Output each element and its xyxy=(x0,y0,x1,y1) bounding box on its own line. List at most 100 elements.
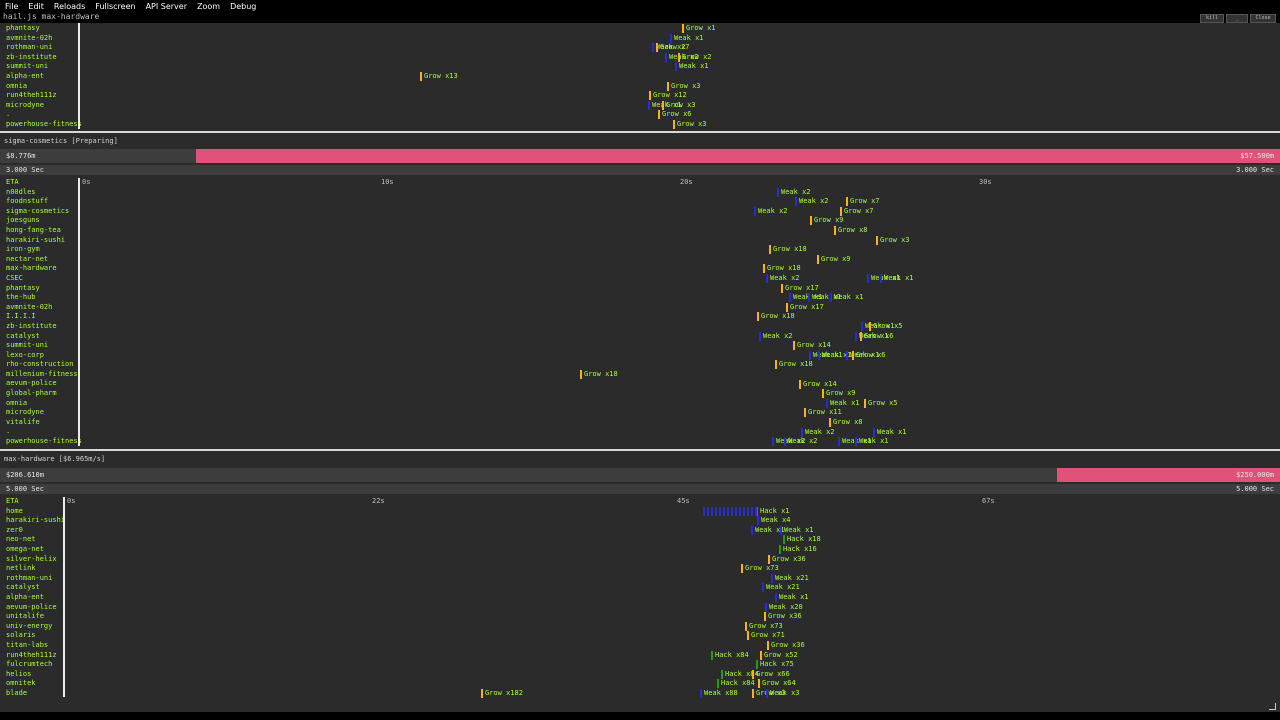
axis-line xyxy=(78,178,80,446)
grow-marker xyxy=(758,679,760,689)
host-label: n00dles xyxy=(6,187,36,196)
job-label: Weak x2 xyxy=(669,52,699,61)
job-label: Grow x6 xyxy=(662,110,692,119)
hack-marker xyxy=(711,650,713,660)
security-current: 5.000 Sec xyxy=(6,485,44,493)
time-tick: 45s xyxy=(677,497,690,505)
job-label: Weak x1 xyxy=(859,331,889,340)
job-label: Grow x66 xyxy=(756,669,790,678)
weak-marker xyxy=(700,689,702,698)
weak-marker xyxy=(715,506,717,516)
grow-marker xyxy=(822,389,824,399)
time-tick: 22s xyxy=(372,497,385,505)
host-label: harakiri-sushi xyxy=(6,235,66,244)
grow-marker xyxy=(764,612,766,622)
money-bar: $8.776m $57.500m xyxy=(0,149,1280,163)
host-label: neo-net xyxy=(6,535,36,544)
close-button[interactable]: Close xyxy=(1250,14,1276,23)
host-list: ETA home harakiri-sushi zer0 neo-net omega-ne… xyxy=(6,497,65,698)
job-label: Weak x2 xyxy=(770,274,800,282)
job-label: Grow x2 xyxy=(682,52,712,61)
host-list: ETA n00dles foodnstuff sigma-cosmetics joesg… xyxy=(6,178,82,447)
weak-marker xyxy=(809,350,811,360)
grow-marker xyxy=(817,254,819,264)
money-max: $250.000m xyxy=(1236,471,1274,479)
job-label: Weak x2 xyxy=(763,331,793,340)
menu-item-debug[interactable]: Debug xyxy=(230,1,257,11)
host-label: omnitek xyxy=(6,679,36,688)
host-label: CSEC xyxy=(6,273,23,282)
host-label: microdyne xyxy=(6,408,44,417)
host-label: summit-uni xyxy=(6,62,49,71)
job-label: Weak x2 xyxy=(758,206,788,215)
host-label: zb-institute xyxy=(6,52,57,61)
weak-marker xyxy=(826,398,828,408)
host-label: univ-energy xyxy=(6,621,53,630)
grow-marker xyxy=(768,554,770,564)
job-label: Grow x71 xyxy=(751,631,785,640)
time-tick: 10s xyxy=(381,178,394,186)
host-label: I.I.I.I xyxy=(6,312,36,321)
job-label: Weak x2 xyxy=(805,427,835,436)
job-label: Grow x6 xyxy=(864,331,894,340)
job-label: Weak x1 xyxy=(865,322,895,330)
weak-marker xyxy=(867,274,869,283)
panel-previous: phantasy avmnite-02h rothman-uni zb-institu… xyxy=(0,23,1280,131)
host-label: zb-institute xyxy=(6,321,57,330)
job-label: Hack x84 xyxy=(721,679,755,688)
menu-item-reloads[interactable]: Reloads xyxy=(53,1,86,11)
kill-button[interactable]: kill xyxy=(1200,14,1224,23)
job-label: Hack x84 xyxy=(715,650,749,659)
job-label: Weak x1 xyxy=(877,427,907,436)
host-label: phantasy xyxy=(6,24,40,32)
weak-marker xyxy=(703,506,705,516)
menu-item-fullscreen[interactable]: Fullscreen xyxy=(95,1,136,11)
host-label: . xyxy=(6,110,11,119)
weak-marker xyxy=(751,506,753,516)
weak-marker xyxy=(670,33,672,43)
grow-marker xyxy=(810,216,812,226)
menu-item-api-server[interactable]: API Server xyxy=(145,1,187,11)
money-max: $57.500m xyxy=(1240,152,1274,160)
weak-marker xyxy=(873,427,875,437)
host-list: phantasy avmnite-02h rothman-uni zb-institu… xyxy=(6,24,82,130)
grow-marker xyxy=(846,197,848,207)
grow-marker xyxy=(769,245,771,255)
job-label: Grow x36 xyxy=(768,612,802,621)
job-label: Weak x21 xyxy=(766,583,800,592)
menu-item-edit[interactable]: Edit xyxy=(28,1,44,11)
grow-marker xyxy=(752,669,754,679)
weak-marker xyxy=(652,43,654,53)
weak-marker xyxy=(795,197,797,207)
job-label: Grow x14 xyxy=(803,379,837,388)
host-label: ETA xyxy=(6,178,19,186)
weak-marker xyxy=(759,331,761,341)
job-label: Grow x9 xyxy=(821,254,851,263)
weak-marker xyxy=(766,274,768,283)
minimize-button[interactable]: _ xyxy=(1226,14,1248,23)
grow-marker xyxy=(580,370,582,379)
host-label: silver-helix xyxy=(6,554,57,563)
job-label: Grow x7 xyxy=(660,43,690,52)
resize-handle[interactable] xyxy=(1269,703,1276,710)
host-label: catalyst xyxy=(6,583,40,592)
job-label: Weak x2 xyxy=(656,43,686,52)
security-bar: 5.000 Sec 5.000 Sec xyxy=(0,484,1280,494)
menu-bar: File Edit Reloads Fullscreen API Server Zoom D… xyxy=(0,0,1280,12)
host-label: rho-construction xyxy=(6,360,74,369)
job-label: Grow x13 xyxy=(424,72,458,80)
time-tick: 0s xyxy=(82,178,91,186)
hack-marker xyxy=(721,669,723,679)
host-label: solaris xyxy=(6,631,36,640)
menu-item-zoom[interactable]: Zoom xyxy=(197,1,221,11)
job-label: Grow x5 xyxy=(868,398,898,407)
job-label: Grow x5 xyxy=(873,322,903,330)
host-label: run4theh111z xyxy=(6,650,57,659)
weak-marker xyxy=(771,573,773,583)
job-label: Weak x1 xyxy=(813,350,843,359)
weak-marker xyxy=(743,506,745,516)
grow-marker xyxy=(781,283,783,293)
weak-marker xyxy=(772,437,774,447)
host-label: powerhouse-fitness xyxy=(6,119,82,128)
menu-item-file[interactable]: File xyxy=(5,1,19,11)
